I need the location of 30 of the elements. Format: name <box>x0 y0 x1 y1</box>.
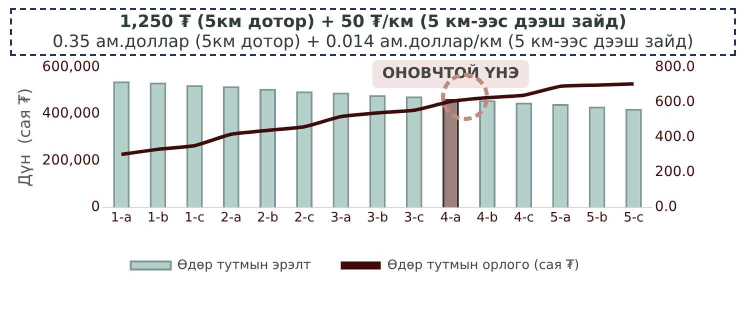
x-tick-label: 1-c <box>184 210 205 226</box>
x-tick-label: 5-a <box>550 210 571 226</box>
x-tick-label: 5-b <box>586 210 608 226</box>
y-tick-label: 400,000 <box>42 106 100 122</box>
x-tick-label: 1-b <box>147 210 169 226</box>
x-tick-label: 4-b <box>476 210 498 226</box>
chart-subtitle: 0.35 ам.доллар (5км дотор) + 0.014 ам.доллар/км (5 км-ээс дээш зайд) <box>51 32 695 52</box>
chart-title: 1,250 ₮ (5км дотор) + 50 ₮/км (5 км-ээс дээш зайд) <box>118 12 628 32</box>
legend-label: Өдөр тутмын орлого (сая ₮) <box>387 258 580 273</box>
y2-tick-label: 800.0 <box>654 59 696 76</box>
y2-tick-label: 0.0 <box>654 199 678 216</box>
y2-tick-label: 200.0 <box>654 164 696 180</box>
y2-tick-label: 400.0 <box>654 129 696 146</box>
y2-tick-label: 600.0 <box>654 94 696 110</box>
x-tick-label: 2-b <box>257 210 278 226</box>
x-tick-label: 1-a <box>110 210 132 226</box>
y-tick-label: 200,000 <box>42 152 100 168</box>
x-tick-label: 3-a <box>330 210 352 226</box>
x-tick-label: 2-a <box>220 210 242 226</box>
line-series <box>120 82 636 156</box>
y-tick-label: 0 <box>91 199 100 216</box>
x-tick-label: 5-c <box>624 210 644 226</box>
legend-label: Өдөр тутмын эрэлт <box>177 258 312 273</box>
x-tick-label: 4-a <box>440 210 462 226</box>
x-tick-label: 3-b <box>366 210 388 226</box>
y-axis-title: Дүн (сая ₮) <box>14 88 34 187</box>
x-tick-label: 3-c <box>404 210 424 226</box>
x-tick-label: 2-c <box>294 210 314 226</box>
x-tick-label: 4-c <box>514 210 534 226</box>
y-tick-label: 600,000 <box>42 59 100 76</box>
